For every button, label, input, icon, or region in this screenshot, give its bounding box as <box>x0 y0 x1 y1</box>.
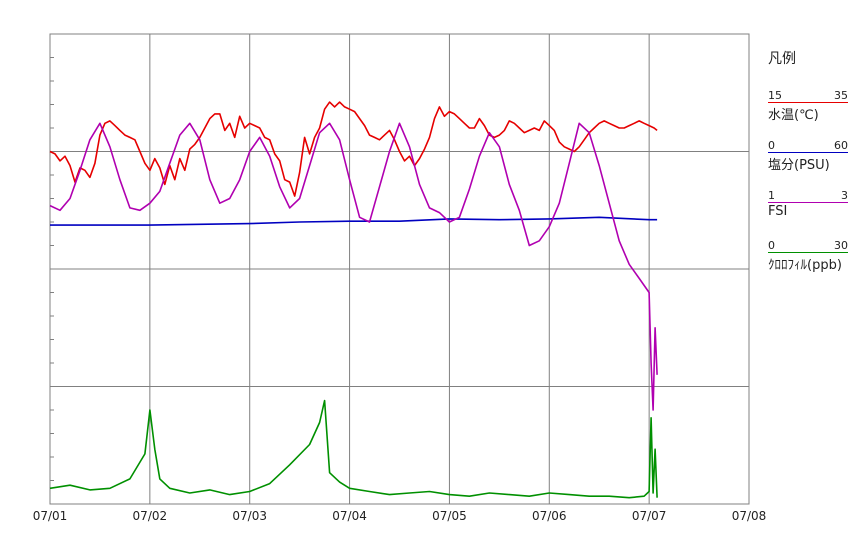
legend-swatch <box>768 202 848 203</box>
legend-swatch <box>768 102 848 103</box>
x-tick-label: 07/04 <box>332 509 367 523</box>
legend-item: 15 35 水温(℃) <box>768 89 848 123</box>
legend-max-label: 35 <box>834 89 848 102</box>
legend-min-label: 15 <box>768 89 782 102</box>
legend-swatch <box>768 152 848 153</box>
legend-series-name: ｸﾛﾛﾌｨﾙ(ppb) <box>768 258 842 273</box>
legend-range: 0 60 <box>768 139 848 152</box>
grid-lines <box>50 34 749 504</box>
legend-item: 1 3 FSI <box>768 189 848 219</box>
legend-min-label: 0 <box>768 239 775 252</box>
legend-range: 0 30 <box>768 239 848 252</box>
series-lines <box>49 101 658 499</box>
legend-series-name: 塩分(PSU) <box>768 158 830 173</box>
legend-range: 15 35 <box>768 89 848 102</box>
legend: 15 35 水温(℃) 0 60 塩分(PSU) 1 3 FSI 0 30 ｸﾛﾛﾌｨﾙ(ppb) <box>768 0 864 300</box>
legend-item: 0 30 ｸﾛﾛﾌｨﾙ(ppb) <box>768 239 848 273</box>
legend-title: 凡例 <box>768 51 796 67</box>
series-line-2 <box>50 216 658 226</box>
legend-max-label: 30 <box>834 239 848 252</box>
legend-series-name: 水温(℃) <box>768 108 819 123</box>
series-line-1 <box>49 101 658 197</box>
legend-swatch <box>768 252 848 253</box>
legend-max-label: 3 <box>841 189 848 202</box>
legend-min-label: 1 <box>768 189 775 202</box>
x-tick-label: 07/03 <box>232 509 267 523</box>
x-tick-label: 07/08 <box>732 509 767 523</box>
legend-series-name: FSI <box>768 204 788 219</box>
legend-min-label: 0 <box>768 139 775 152</box>
x-tick-label: 07/07 <box>632 509 667 523</box>
x-tick-label: 07/02 <box>133 509 168 523</box>
x-tick-label: 07/06 <box>532 509 567 523</box>
x-tick-label: 07/01 <box>33 509 68 523</box>
series-line-4 <box>49 399 658 499</box>
x-tick-label: 07/05 <box>432 509 467 523</box>
series-line-3 <box>49 122 658 411</box>
x-tick-labels: 07/01 07/02 07/03 07/04 07/05 07/06 07/07 07/08 <box>33 509 767 523</box>
legend-max-label: 60 <box>834 139 848 152</box>
legend-item: 0 60 塩分(PSU) <box>768 139 848 173</box>
